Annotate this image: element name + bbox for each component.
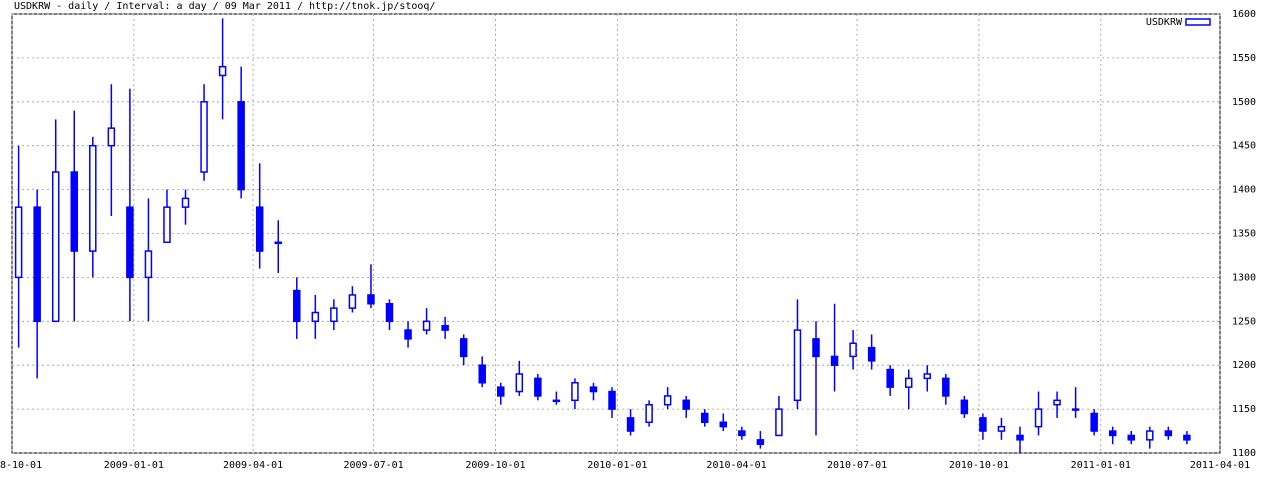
y-tick-label: 1500 [1232, 97, 1256, 108]
candle-body [589, 386, 598, 393]
candle-body [608, 390, 616, 410]
candle-body [1034, 408, 1043, 428]
candle-body [979, 417, 987, 432]
candle-body [274, 241, 282, 245]
candle-body [1183, 434, 1191, 441]
candle-body [255, 206, 264, 252]
candle-body [51, 171, 60, 323]
x-tick-label: 2009-01-01 [104, 460, 164, 471]
x-tick-label: 2011-01-01 [1071, 460, 1131, 471]
candle-body [942, 377, 950, 397]
candle-body [904, 377, 913, 388]
candle-body [237, 101, 245, 191]
candle-body [756, 439, 765, 445]
candle-body [1090, 412, 1098, 432]
candle-body [163, 206, 171, 244]
candle-body [997, 425, 1006, 432]
candle-body [459, 338, 468, 358]
chart-title: USDKRW - daily / Interval: a day / 09 Ma… [14, 1, 435, 12]
candle-body [775, 408, 783, 437]
candle-body [571, 382, 579, 402]
candle-body [923, 373, 932, 380]
candle-body [200, 101, 208, 173]
y-tick-label: 1200 [1232, 360, 1256, 371]
candle-body [738, 430, 746, 437]
candle-body [348, 294, 357, 309]
candle-body [626, 417, 635, 432]
y-tick-label: 1150 [1232, 404, 1256, 415]
y-tick-label: 1400 [1232, 185, 1256, 196]
x-tick-label: 2009-10-01 [465, 460, 525, 471]
candle-body [700, 412, 709, 424]
y-tick-label: 1250 [1232, 316, 1256, 327]
candle-body [478, 364, 486, 384]
x-tick-label: 2011-04-01 [1190, 460, 1250, 471]
x-tick-label: 2010-01-01 [587, 460, 647, 471]
x-tick-label: 2010-07-01 [827, 460, 887, 471]
y-tick-label: 1450 [1232, 141, 1256, 152]
candle-body [793, 329, 802, 402]
y-tick-label: 1100 [1232, 448, 1256, 459]
candle-body [830, 355, 839, 366]
candle-body [218, 65, 227, 77]
candle-body [107, 127, 116, 147]
candle-body [867, 346, 876, 362]
y-tick-label: 1350 [1232, 229, 1256, 240]
legend-swatch [1185, 18, 1211, 26]
candle-body [663, 395, 672, 406]
candle-body [14, 206, 23, 279]
candle-body [812, 338, 820, 358]
candle-body [1127, 434, 1136, 441]
x-tick-label: 2010-04-01 [706, 460, 766, 471]
candle-body [89, 144, 97, 252]
x-tick-label: 2009-07-01 [343, 460, 403, 471]
candle-body [404, 329, 412, 340]
legend-label: USDKRW [1146, 17, 1183, 28]
x-tick-label: 2009-04-01 [223, 460, 283, 471]
x-tick-label: 2010-10-01 [949, 460, 1009, 471]
candle-body [385, 302, 394, 323]
candle-body [311, 311, 320, 323]
candle-body [515, 373, 524, 393]
candle-body [70, 171, 79, 252]
y-tick-label: 1300 [1232, 272, 1256, 283]
candle-body [422, 320, 431, 331]
candle-body [330, 307, 338, 323]
candle-body [960, 399, 969, 415]
candle-body [181, 197, 190, 208]
candle-body [682, 399, 690, 410]
candle-body [441, 324, 449, 331]
candle-body [1016, 434, 1024, 441]
candle-body [497, 386, 505, 397]
candle-body [645, 403, 653, 424]
candle-body [1053, 399, 1061, 406]
candle-body [886, 368, 894, 388]
candle-body [719, 421, 728, 428]
candle-body [534, 377, 542, 397]
candle-body [1071, 408, 1080, 411]
candle-body [33, 206, 41, 323]
candle-body [367, 294, 375, 305]
candle-body [849, 342, 857, 358]
candle-body [1108, 430, 1117, 437]
candle-body [144, 250, 153, 279]
candle-body [552, 399, 561, 403]
candle-body [1146, 430, 1154, 441]
candle-body [1164, 430, 1173, 437]
candle-body [126, 206, 134, 279]
x-tick-label: 2008-10-01 [0, 460, 42, 471]
candle-body [293, 289, 301, 323]
y-tick-label: 1600 [1232, 9, 1256, 20]
y-tick-label: 1550 [1232, 53, 1256, 64]
